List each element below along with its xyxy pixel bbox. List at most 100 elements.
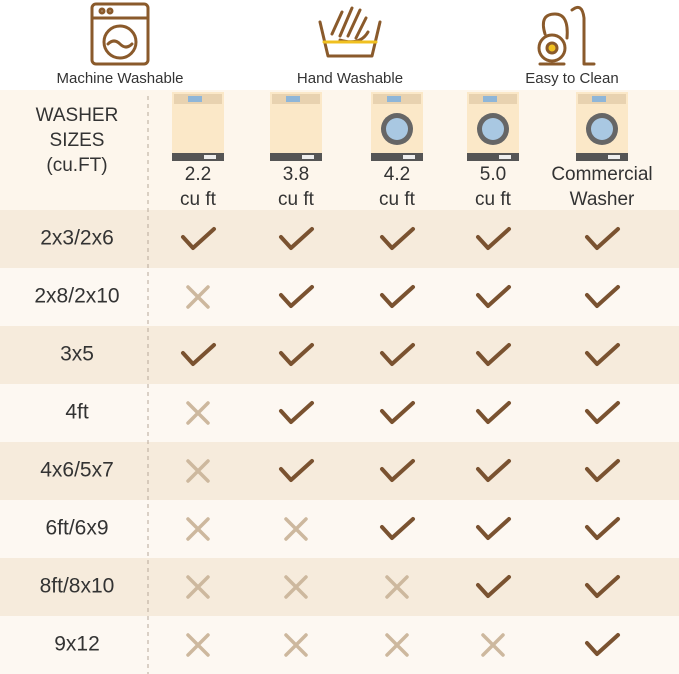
cross-mark — [284, 517, 308, 541]
check-mark — [380, 285, 415, 308]
check-mark — [585, 459, 620, 482]
check-mark — [476, 459, 511, 482]
row-band — [0, 616, 679, 674]
washer-glass — [482, 118, 504, 140]
column-label: cu ft — [278, 189, 315, 210]
washer-display — [387, 96, 401, 102]
column-label: Washer — [570, 189, 635, 210]
check-mark — [279, 285, 314, 308]
column-label: 2.2 — [185, 164, 211, 185]
cross-mark — [186, 401, 210, 425]
cross-mark — [385, 575, 409, 599]
check-mark — [585, 285, 620, 308]
check-mark — [476, 285, 511, 308]
cross-mark — [186, 517, 210, 541]
washer-icon — [172, 92, 224, 161]
check-mark — [585, 575, 620, 598]
row-band — [0, 384, 679, 442]
cross-mark — [186, 459, 210, 483]
check-mark — [279, 227, 314, 250]
size-label: 2x3/2x6 — [40, 227, 114, 250]
washer-icon — [371, 92, 423, 161]
check-mark — [279, 459, 314, 482]
row-band — [0, 442, 679, 500]
header-label: (cu.FT) — [46, 155, 107, 176]
washer-handle — [499, 155, 511, 159]
size-label: 6ft/6x9 — [45, 517, 108, 540]
washer-base — [576, 153, 628, 161]
column-label: 5.0 — [480, 164, 506, 185]
hand-wash-icon — [318, 6, 382, 58]
washer-base — [371, 153, 423, 161]
feature-label: Hand Washable — [297, 70, 403, 87]
check-mark — [476, 575, 511, 598]
washer-display — [483, 96, 497, 102]
feature-label: Machine Washable — [56, 70, 183, 87]
check-mark — [380, 401, 415, 424]
washer-display — [286, 96, 300, 102]
column-label: cu ft — [475, 189, 512, 210]
feature-label: Easy to Clean — [525, 70, 618, 87]
check-mark — [380, 459, 415, 482]
size-label: 9x12 — [54, 633, 100, 656]
check-mark — [380, 227, 415, 250]
washer-handle — [302, 155, 314, 159]
washer-handle — [608, 155, 620, 159]
washer-glass — [386, 118, 408, 140]
row-band — [0, 326, 679, 384]
check-mark — [181, 343, 216, 366]
header-label: WASHER — [36, 105, 119, 126]
check-mark — [476, 227, 511, 250]
cross-mark — [186, 285, 210, 309]
header-label: SIZES — [50, 130, 105, 151]
column-label: Commercial — [551, 164, 652, 185]
check-mark — [279, 343, 314, 366]
check-mark — [380, 517, 415, 540]
header-band — [0, 90, 679, 210]
washer-base — [270, 153, 322, 161]
check-mark — [585, 517, 620, 540]
washer-handle — [204, 155, 216, 159]
washer-display — [592, 96, 606, 102]
cross-mark — [284, 575, 308, 599]
check-mark — [476, 343, 511, 366]
size-label: 8ft/8x10 — [40, 575, 115, 598]
row-band — [0, 210, 679, 268]
vacuum-icon — [537, 5, 596, 66]
washer-icon — [90, 2, 150, 66]
washer-icon — [270, 92, 322, 161]
check-mark — [585, 227, 620, 250]
cross-mark — [481, 633, 505, 657]
check-mark — [380, 343, 415, 366]
check-mark — [585, 401, 620, 424]
cross-mark — [284, 633, 308, 657]
cross-mark — [186, 633, 210, 657]
washer-base — [172, 153, 224, 161]
cross-mark — [385, 633, 409, 657]
check-mark — [585, 633, 620, 656]
check-mark — [476, 401, 511, 424]
check-mark — [585, 343, 620, 366]
column-label: cu ft — [379, 189, 416, 210]
size-label: 4ft — [65, 401, 89, 424]
row-band — [0, 500, 679, 558]
size-label: 4x6/5x7 — [40, 459, 114, 482]
washer-icon — [576, 92, 628, 161]
washer-display — [188, 96, 202, 102]
column-label: 4.2 — [384, 164, 410, 185]
check-mark — [181, 227, 216, 250]
row-band — [0, 558, 679, 616]
washer-glass — [591, 118, 613, 140]
table-body: 2x3/2x6 2x8/2x10 3x5 4ft 4x6/5x7 6ft/6x9 8ft/8… — [0, 210, 679, 674]
washer-handle — [403, 155, 415, 159]
size-label: 2x8/2x10 — [34, 285, 119, 308]
row-band — [0, 268, 679, 326]
washer-icon — [467, 92, 519, 161]
cross-mark — [186, 575, 210, 599]
check-mark — [279, 401, 314, 424]
column-label: 3.8 — [283, 164, 309, 185]
check-mark — [476, 517, 511, 540]
column-label: cu ft — [180, 189, 217, 210]
washer-base — [467, 153, 519, 161]
